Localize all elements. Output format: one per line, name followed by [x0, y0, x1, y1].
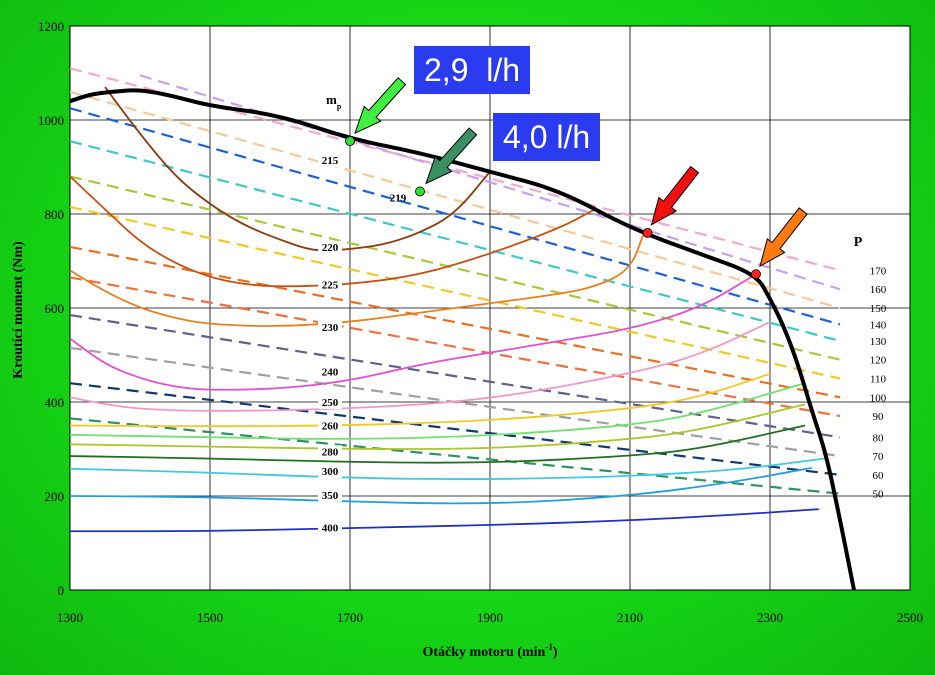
- power-label-60: 60: [873, 470, 885, 482]
- bsfc-label-bg: [318, 320, 342, 334]
- x-tick-label: 2300: [757, 610, 783, 625]
- bsfc-label-bg: [318, 489, 342, 503]
- power-label-100: 100: [870, 392, 887, 404]
- x-axis-title-tail: ): [553, 645, 558, 660]
- power-label-110: 110: [870, 374, 887, 386]
- bsfc-label-bg: [318, 521, 342, 535]
- bsfc-label-bg: [318, 153, 342, 167]
- bsfc-label-215: 215: [322, 155, 339, 167]
- arrow-2-9: [354, 77, 407, 135]
- point-label-219: 219: [390, 192, 407, 204]
- bsfc-curve-280: [69, 403, 806, 450]
- power-label-80: 80: [873, 432, 885, 444]
- callout-2-9: 2,9 l/h: [414, 46, 531, 94]
- arrow-4-0: [425, 127, 478, 185]
- operating-point-0: [345, 136, 355, 147]
- bsfc-label-230: 230: [322, 322, 339, 334]
- power-line-100: [69, 245, 841, 399]
- curve-labels: 215 220 225 230 240 250 260 280 300 350 400 219: [318, 153, 407, 535]
- callout-arrows: [354, 77, 808, 268]
- y-tick-label: 1200: [38, 19, 64, 34]
- axis-ticks: 1300 1500 1700 1900 2100 2300 2500 0 200 400 600 80…: [38, 19, 923, 625]
- bsfc-curve-300: [69, 424, 806, 464]
- power-line-140: [69, 107, 841, 326]
- x-axis-title-sup: -1: [545, 642, 553, 652]
- power-line-150: [69, 90, 841, 310]
- bsfc-label-250: 250: [322, 397, 339, 409]
- bsfc-curve-220: [69, 175, 596, 288]
- full-load-line: [69, 88, 856, 591]
- power-header: P: [854, 235, 863, 250]
- full-load-curve: [69, 88, 856, 591]
- bsfc-label-400: 400: [322, 522, 339, 534]
- bsfc-curve-lowest: [70, 508, 820, 533]
- bsfc-label-225: 225: [322, 280, 339, 292]
- x-tick-label: 2100: [617, 610, 643, 625]
- bsfc-label-bg: [318, 419, 342, 433]
- bsfc-label-260: 260: [322, 421, 339, 433]
- bsfc-label-280: 280: [322, 446, 339, 458]
- power-label-160: 160: [870, 284, 887, 296]
- y-tick-label: 0: [58, 583, 65, 598]
- bsfc-curve-230: [69, 273, 757, 391]
- y-axis-title: Kroutící moment (Nm): [11, 241, 26, 379]
- bsfc-curve-225: [69, 232, 645, 327]
- bsfc-curve-400: [69, 466, 813, 505]
- power-line-50: [69, 417, 841, 495]
- bsfc-label-bg: [318, 396, 342, 409]
- bsfc-label-240: 240: [322, 366, 339, 378]
- x-tick-label: 1300: [57, 610, 83, 625]
- bsfc-curve-350: [69, 457, 827, 480]
- full-load-label: mp: [326, 92, 342, 111]
- y-tick-label: 200: [45, 489, 65, 504]
- power-label-120: 120: [870, 355, 887, 367]
- x-tick-label: 1900: [477, 610, 503, 625]
- operating-point-1: [415, 186, 425, 197]
- y-tick-label: 800: [45, 207, 65, 222]
- bsfc-curve-215: [104, 86, 491, 252]
- arrow-orange: [759, 207, 808, 268]
- x-tick-label: 2500: [897, 610, 923, 625]
- power-label-140: 140: [870, 319, 887, 331]
- power-line-60: [69, 382, 841, 476]
- full-load-label-sub: p: [337, 102, 342, 111]
- bsfc-label-bg: [318, 278, 342, 292]
- x-tick-label: 1700: [337, 610, 363, 625]
- callout-4-0: 4,0 l/h: [493, 113, 601, 161]
- power-label-170: 170: [870, 265, 887, 277]
- bsfc-label-bg: [318, 365, 342, 379]
- bsfc-curve-250: [69, 372, 771, 428]
- bsfc-label-350: 350: [322, 490, 339, 502]
- bsfc-curve-240: [69, 321, 771, 412]
- bsfc-label-220: 220: [322, 242, 339, 254]
- y-tick-label: 400: [45, 395, 65, 410]
- power-label-90: 90: [873, 411, 885, 423]
- bsfc-curves: [69, 86, 827, 533]
- bsfc-curve-260: [69, 382, 806, 440]
- power-line-80: [69, 313, 841, 439]
- bsfc-label-bg: [318, 240, 342, 254]
- bsfc-label-bg: [318, 465, 342, 479]
- power-line-110: [69, 205, 841, 380]
- power-label-50: 50: [873, 489, 885, 501]
- x-axis-title: Otáčky motoru (min-1): [422, 642, 557, 660]
- operating-points: [345, 136, 761, 280]
- operating-point-2: [642, 227, 653, 238]
- power-label-70: 70: [873, 451, 885, 463]
- bsfc-label-bg: [318, 445, 342, 459]
- power-label-150: 150: [870, 303, 887, 315]
- power-label-130: 130: [870, 336, 887, 348]
- bsfc-label-300: 300: [322, 466, 339, 478]
- x-tick-label: 1500: [197, 610, 223, 625]
- y-tick-label: 1000: [38, 113, 64, 128]
- y-tick-label: 600: [45, 301, 65, 316]
- operating-point-3: [751, 269, 761, 280]
- arrow-red: [650, 165, 700, 226]
